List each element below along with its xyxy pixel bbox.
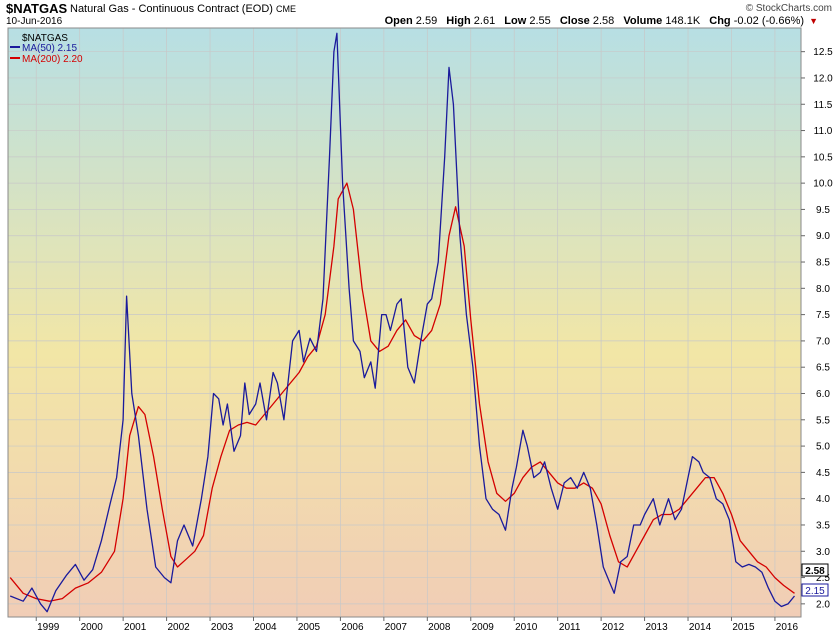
grid-lines xyxy=(8,28,801,617)
change-quote: Chg -0.02 (-0.66%) xyxy=(709,15,804,27)
legend-title: $NATGAS xyxy=(22,33,68,44)
y-tick-label: 8.0 xyxy=(816,284,830,295)
change-value: -0.02 (-0.66%) xyxy=(733,15,805,27)
chart-header: $NATGAS Natural Gas - Continuous Contrac… xyxy=(6,0,832,28)
x-tick-label: 2009 xyxy=(472,622,495,633)
y-tick-label: 6.0 xyxy=(816,389,830,400)
change-label: Chg xyxy=(709,15,731,27)
series-lines xyxy=(9,32,796,613)
y-tick-label: 10.5 xyxy=(813,152,833,163)
x-tick-label: 2016 xyxy=(776,622,799,633)
plot-border xyxy=(7,27,802,618)
legend-ma200: MA(200) 2.20 xyxy=(22,54,83,65)
volume-label: Volume xyxy=(623,15,663,27)
volume-quote: Volume 148.1K xyxy=(623,15,700,27)
y-tick-label: 4.5 xyxy=(816,468,830,479)
y-tick-label: 10.0 xyxy=(813,179,833,190)
y-tick-label: 9.5 xyxy=(816,205,830,216)
close-label: Close xyxy=(559,15,590,27)
last-ma-label: 2.15 xyxy=(805,586,825,597)
ma200-line xyxy=(9,182,795,602)
x-tick-label: 2011 xyxy=(559,622,581,633)
high-label: High xyxy=(446,15,471,27)
volume-value: 148.1K xyxy=(665,15,701,27)
x-tick-label: 2000 xyxy=(81,622,104,633)
x-tick-label: 2001 xyxy=(124,622,147,633)
x-tick-label: 1999 xyxy=(37,622,60,633)
high-quote: High 2.61 xyxy=(446,15,495,27)
x-axis: 1999 2000 2001 2002 2003 2004 2005 2006 2007 2008… xyxy=(35,617,799,633)
y-tick-label: 6.5 xyxy=(816,363,830,374)
close-value: 2.58 xyxy=(592,15,615,27)
y-tick-label: 11.0 xyxy=(814,126,833,137)
down-arrow-icon: ▼ xyxy=(809,16,818,26)
y-tick-label: 5.0 xyxy=(816,442,830,453)
open-value: 2.59 xyxy=(415,15,438,27)
y-tick-label: 5.5 xyxy=(816,415,830,426)
x-tick-label: 2005 xyxy=(298,622,321,633)
y-tick-label: 3.0 xyxy=(816,547,830,558)
x-tick-label: 2006 xyxy=(341,622,364,633)
y-tick-label: 7.5 xyxy=(816,310,830,321)
low-label: Low xyxy=(504,15,527,27)
source-logo[interactable]: © StockCharts.com xyxy=(745,3,832,14)
y-tick-label: 2.5 xyxy=(816,573,830,584)
x-tick-label: 2007 xyxy=(385,622,408,633)
chart-date: 10-Jun-2016 xyxy=(6,16,63,27)
open-quote: Open 2.59 xyxy=(385,15,438,27)
x-tick-label: 2014 xyxy=(689,622,712,633)
x-tick-label: 2013 xyxy=(645,622,668,633)
x-tick-label: 2002 xyxy=(167,622,190,633)
instrument-name: Natural Gas - Continuous Contract (EOD) … xyxy=(70,3,296,15)
legend: $NATGAS MA(50) 2.15 MA(200) 2.20 xyxy=(10,33,83,65)
open-label: Open xyxy=(384,15,413,27)
last-close-label: 2.58 xyxy=(805,566,825,577)
quote-bar: Open 2.59 High 2.61 Low 2.55 Close 2.58 … xyxy=(385,15,824,27)
y-tick-label: 12.0 xyxy=(813,73,833,84)
y-tick-label: 12.5 xyxy=(813,47,833,58)
close-quote: Close 2.58 xyxy=(560,15,614,27)
x-tick-label: 2008 xyxy=(428,622,451,633)
x-tick-label: 2015 xyxy=(732,622,755,633)
plot-background xyxy=(8,28,801,617)
y-tick-label: 4.0 xyxy=(816,494,830,505)
low-value: 2.55 xyxy=(529,15,551,27)
x-tick-label: 2003 xyxy=(211,622,234,633)
high-value: 2.61 xyxy=(473,15,496,27)
y-tick-label: 3.5 xyxy=(816,520,830,531)
x-tick-label: 2004 xyxy=(254,622,277,633)
x-tick-label: 2010 xyxy=(515,622,538,633)
symbol-title: $NATGAS xyxy=(6,1,68,16)
y-tick-label: 2.0 xyxy=(816,599,830,610)
y-tick-label: 8.5 xyxy=(816,258,830,269)
low-quote: Low 2.55 xyxy=(504,15,550,27)
ma50-line xyxy=(9,32,796,613)
y-tick-label: 7.0 xyxy=(816,336,830,347)
y-axis: 2.0 2.5 3.0 3.5 4.0 4.5 5.0 5.5 6.0 6.5 7.0 7.5 8.0 8… xyxy=(801,47,833,610)
legend-ma50: MA(50) 2.15 xyxy=(22,43,77,54)
exchange-label: CME xyxy=(276,4,297,14)
y-tick-label: 11.5 xyxy=(814,100,833,111)
y-tick-label: 9.0 xyxy=(816,231,830,242)
x-tick-label: 2012 xyxy=(602,622,625,633)
instrument-description: Natural Gas - Continuous Contract (EOD) xyxy=(70,3,273,15)
last-value-markers: 2.58 2.15 xyxy=(801,563,829,597)
